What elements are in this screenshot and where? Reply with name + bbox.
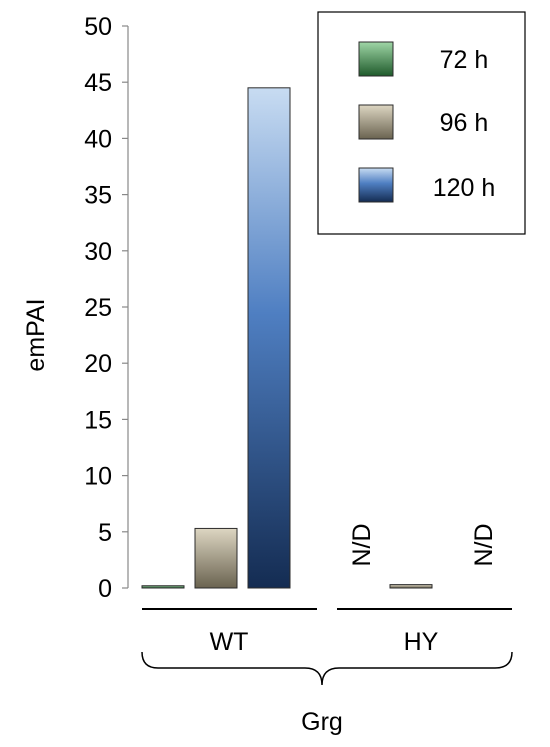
y-tick-label: 50 <box>84 13 112 41</box>
bar-wt-120h <box>247 87 291 589</box>
y-tick-label: 10 <box>84 463 112 491</box>
group-brace <box>141 651 513 686</box>
bars <box>141 87 433 589</box>
legend: 72 h 96 h 120 h <box>317 11 526 235</box>
category-label-hy: HY <box>404 628 439 656</box>
y-tick-label: 30 <box>84 238 112 266</box>
legend-swatch-120h <box>358 167 394 203</box>
bar-wt-72h <box>141 585 185 589</box>
legend-swatch-72h <box>358 41 394 77</box>
y-tick-label: 40 <box>84 125 112 153</box>
y-axis-title: emPAI <box>22 298 50 371</box>
y-tick-label: 0 <box>98 575 112 603</box>
legend-label-72h: 72 h <box>440 46 489 74</box>
category-label-wt: WT <box>210 628 249 656</box>
bar-wt-96h <box>194 527 238 589</box>
y-tick-label: 15 <box>84 406 112 434</box>
nd-label-hy-72h: N/D <box>348 523 376 566</box>
nd-label-hy-120h: N/D <box>470 523 498 566</box>
legend-swatch-96h <box>358 104 394 140</box>
y-axis-ticks: 0 5 10 15 20 25 30 35 40 45 50 <box>84 13 128 603</box>
group-label: Grg <box>301 708 343 736</box>
legend-box <box>317 11 526 235</box>
bar-hy-96h <box>389 584 433 589</box>
y-tick-label: 25 <box>84 294 112 322</box>
y-tick-label: 5 <box>98 519 112 547</box>
y-tick-label: 35 <box>84 182 112 210</box>
y-tick-label: 20 <box>84 350 112 378</box>
y-tick-label: 45 <box>84 69 112 97</box>
legend-label-96h: 96 h <box>440 109 489 137</box>
legend-label-120h: 120 h <box>433 174 496 202</box>
